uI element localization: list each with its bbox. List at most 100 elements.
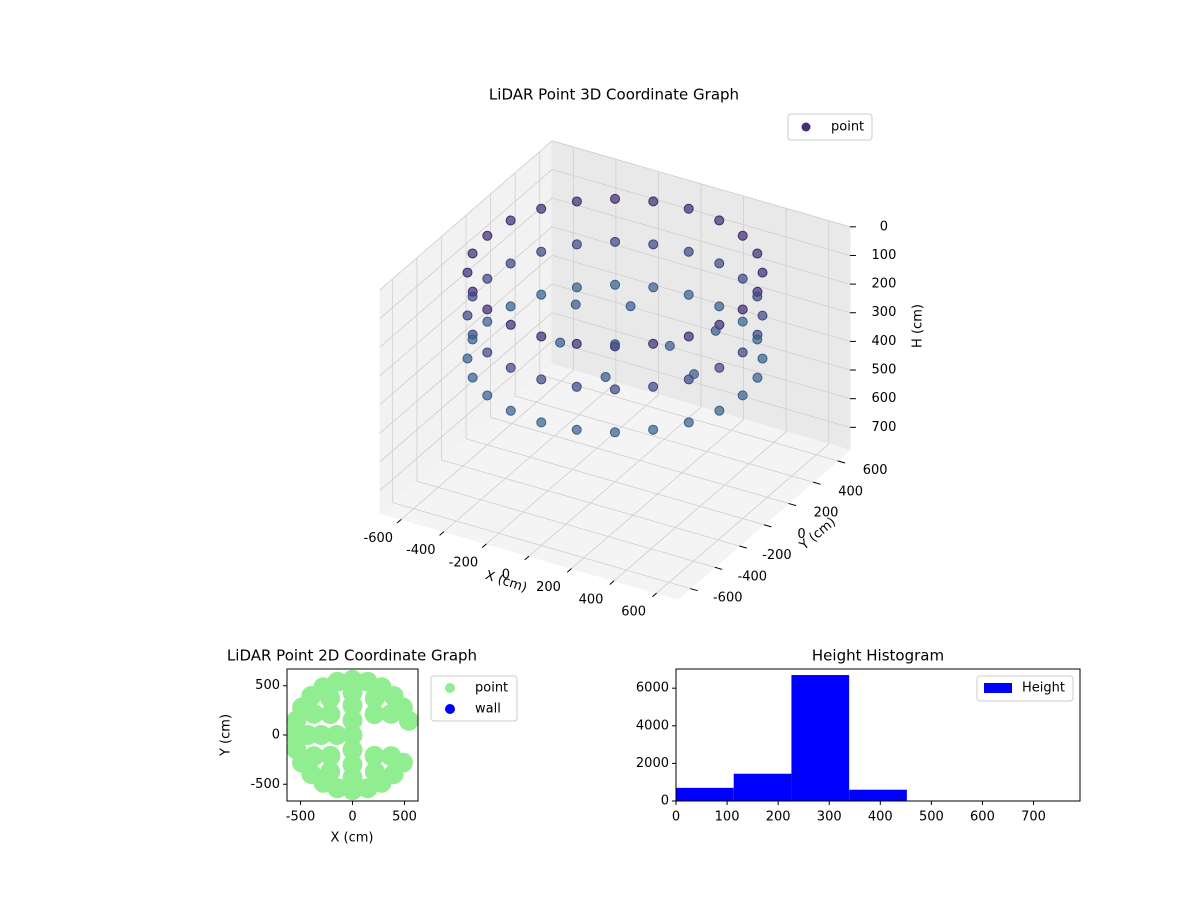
y-tick-label: 0 [661, 794, 669, 809]
point [683, 246, 694, 257]
point [757, 267, 768, 278]
chart-title: LiDAR Point 3D Coordinate Graph [489, 86, 739, 104]
point [364, 745, 385, 766]
grid-line [379, 312, 553, 462]
point [320, 745, 341, 766]
point [536, 246, 547, 257]
y-tick-label: 600 [863, 463, 888, 478]
point [625, 301, 636, 312]
point [467, 372, 478, 383]
point [737, 390, 748, 401]
point [467, 334, 478, 345]
legend-label: wall [475, 702, 501, 717]
point [505, 362, 516, 373]
x-tick [652, 592, 658, 598]
point [462, 310, 473, 321]
point [364, 761, 385, 782]
y-tick-label: 0 [272, 728, 280, 743]
axes-frame [675, 668, 1081, 802]
y-tick-label: -200 [762, 548, 792, 563]
point [757, 353, 768, 364]
point [571, 338, 582, 349]
bar [733, 773, 792, 801]
grid-line [551, 312, 851, 400]
point [482, 390, 493, 401]
x-tick [481, 543, 487, 549]
point [571, 282, 582, 293]
point [555, 337, 566, 348]
y-tick-label: 2000 [636, 756, 669, 771]
z-tick-label: 100 [872, 248, 897, 263]
point [467, 291, 478, 302]
point [737, 316, 748, 327]
point [648, 338, 659, 349]
y-tick [739, 545, 747, 549]
point [609, 427, 620, 438]
x-tick-label: 100 [715, 810, 740, 825]
point [462, 267, 473, 278]
legend-marker [445, 683, 455, 693]
point [462, 353, 473, 364]
z-tick-label: 400 [872, 334, 897, 349]
x-tick-label: -600 [364, 531, 394, 546]
point [342, 695, 363, 716]
point [342, 725, 363, 745]
point [600, 371, 611, 382]
y-tick-label: -600 [713, 591, 743, 606]
y-tick-label: 400 [838, 484, 863, 499]
point [482, 273, 493, 284]
point [505, 301, 516, 312]
z-tick-label: 700 [872, 420, 897, 435]
x-axis-label: X (cm) [331, 831, 374, 846]
point [610, 193, 621, 204]
point [342, 754, 363, 775]
x-tick-label: 400 [579, 592, 604, 607]
z-tick-label: 600 [872, 391, 897, 406]
x-tick-label: -400 [406, 543, 436, 558]
point [683, 331, 694, 342]
point [326, 725, 347, 745]
plot-area [287, 669, 418, 801]
point [683, 417, 694, 428]
bar [849, 789, 907, 801]
point [683, 289, 694, 300]
point [609, 384, 620, 395]
point [757, 310, 768, 321]
point [364, 704, 385, 725]
x-tick-label: 0 [502, 568, 510, 583]
point [610, 339, 620, 350]
grid-line [441, 459, 740, 547]
grid-line [551, 283, 851, 371]
point [327, 778, 348, 799]
point [357, 671, 378, 692]
point [571, 424, 582, 435]
point [610, 279, 621, 290]
x-tick [396, 518, 402, 524]
point [752, 291, 763, 302]
y-tick-label: -400 [738, 569, 768, 584]
grid-line [551, 340, 851, 428]
grid-line [551, 255, 851, 342]
grid-line [392, 502, 691, 589]
y-tick-label: -500 [250, 777, 280, 792]
z-tick-label: 0 [880, 219, 888, 234]
point [342, 739, 363, 760]
point [648, 239, 659, 250]
x-tick-label: 600 [970, 810, 995, 825]
bar [791, 675, 850, 801]
grid-line [490, 417, 789, 504]
grid-line [379, 255, 553, 405]
point [505, 405, 516, 416]
x-tick-label: -200 [449, 555, 479, 570]
legend-marker [801, 122, 811, 132]
point [683, 203, 694, 214]
point [571, 381, 582, 392]
legend-label: point [831, 120, 864, 135]
point [536, 203, 547, 214]
point [536, 374, 547, 385]
x-tick-label: 600 [621, 605, 646, 620]
point [482, 316, 493, 327]
point [648, 381, 659, 392]
point [505, 319, 516, 330]
